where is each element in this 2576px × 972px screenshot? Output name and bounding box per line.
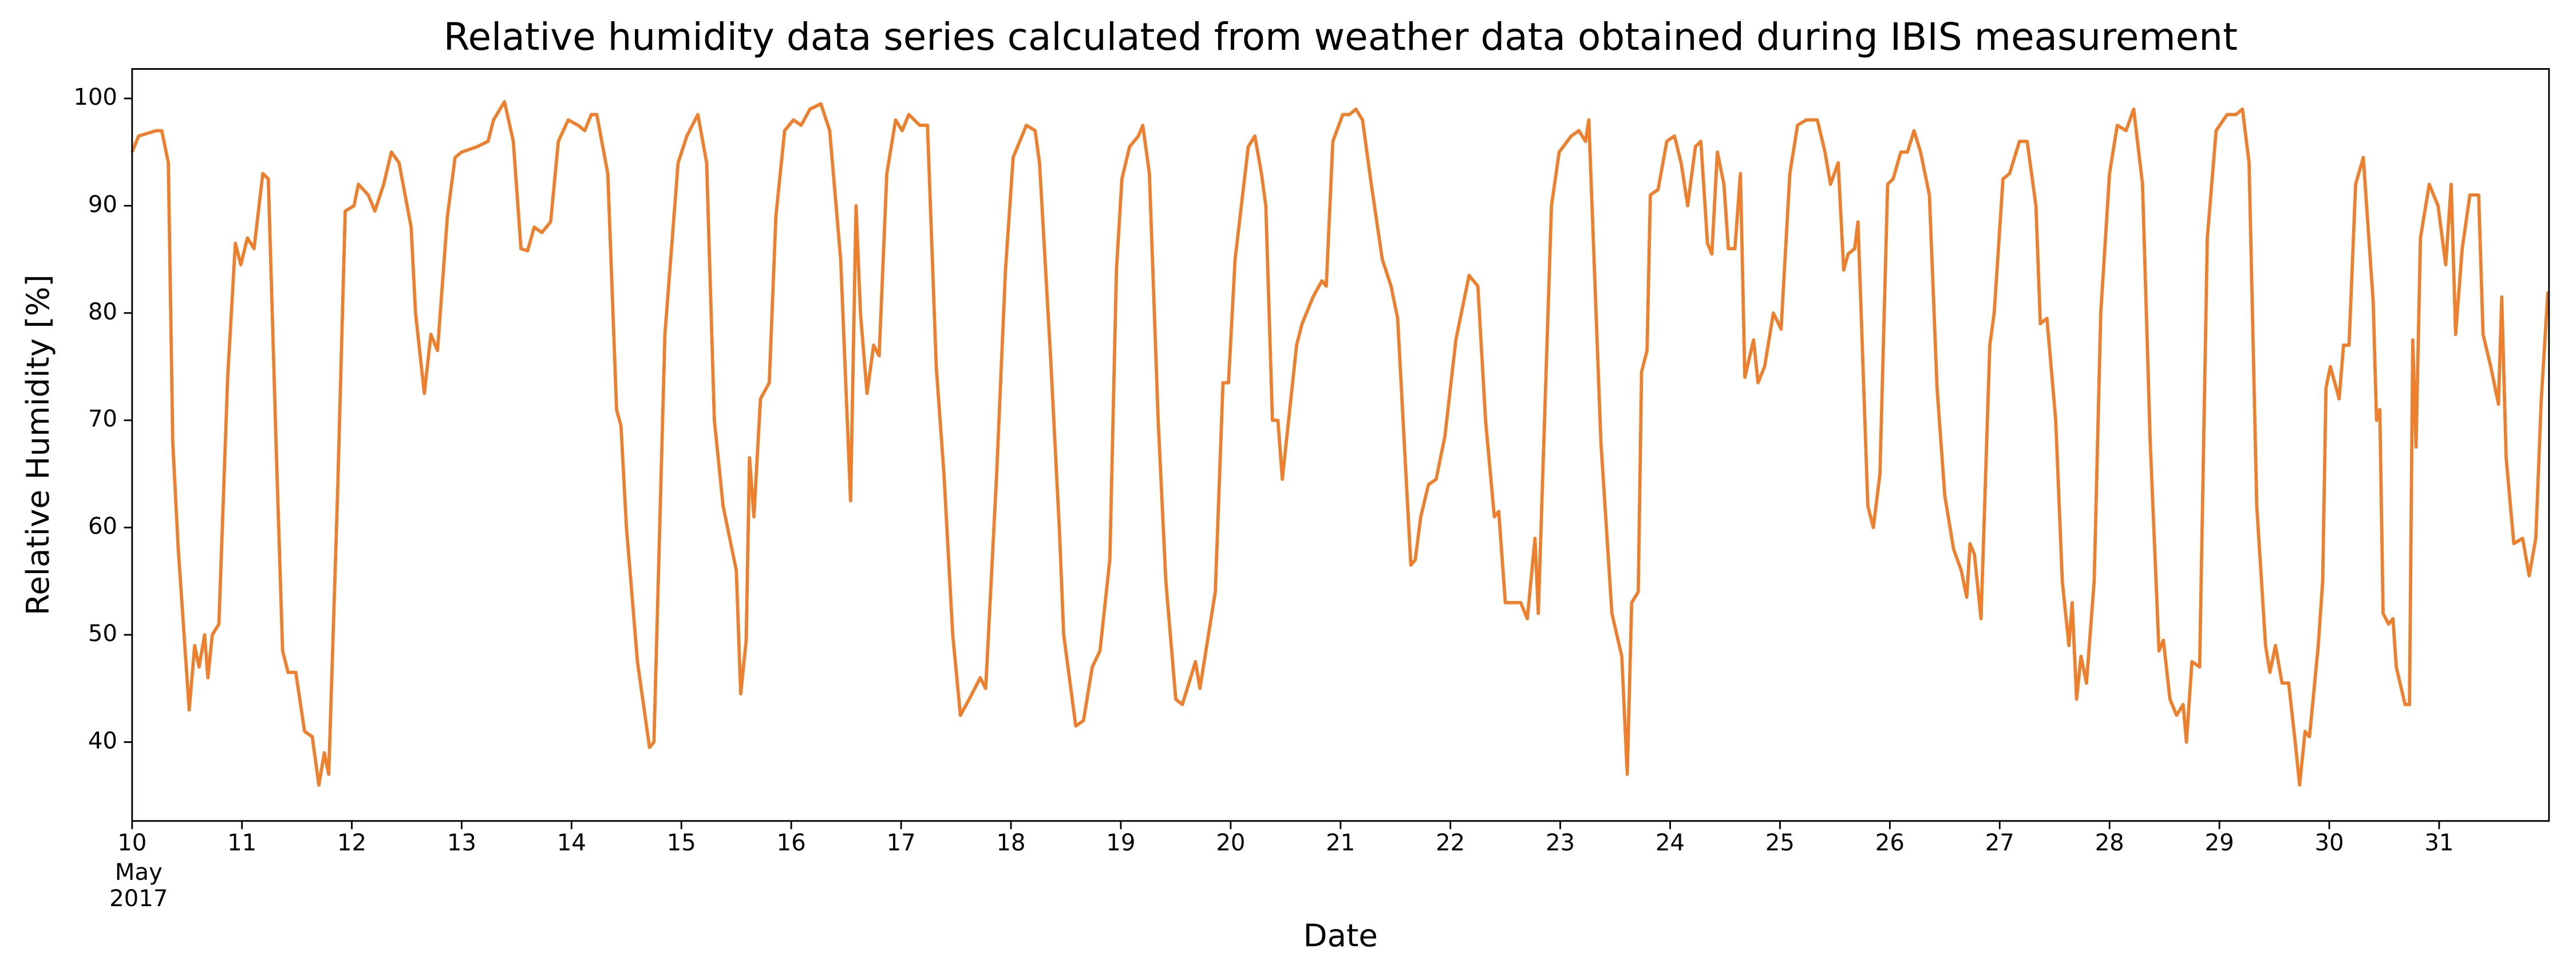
y-tick-label: 40 (88, 728, 117, 754)
x-tick-label: 20 (1216, 829, 1245, 856)
x-tick-label: 30 (2314, 829, 2344, 856)
x-tick-label: 31 (2424, 829, 2453, 856)
x-tick-label: 25 (1765, 829, 1795, 856)
x-tick-label: 10 (117, 829, 147, 856)
x-tick-label: 13 (447, 829, 476, 856)
y-axis-title: Relative Humidity [%] (19, 274, 56, 615)
x-tick-label: 16 (777, 829, 806, 856)
x-tick-label: 28 (2095, 829, 2124, 856)
y-tick-label: 60 (88, 513, 117, 540)
chart-title: Relative humidity data series calculated… (444, 15, 2238, 59)
y-tick-label: 100 (73, 84, 117, 110)
x-tick-label: 18 (997, 829, 1026, 856)
x-axis-title: Date (1303, 917, 1378, 954)
x-tick-sublabel: May (115, 859, 163, 886)
x-tick-label: 15 (667, 829, 696, 856)
x-tick-label: 17 (887, 829, 916, 856)
x-tick-label: 12 (337, 829, 366, 856)
y-tick-label: 50 (88, 621, 117, 647)
x-tick-label: 24 (1656, 829, 1685, 856)
x-tick-label: 11 (227, 829, 256, 856)
x-tick-label: 23 (1546, 829, 1575, 856)
x-tick-label: 21 (1326, 829, 1355, 856)
x-tick-label: 19 (1106, 829, 1135, 856)
y-tick-label: 90 (88, 191, 117, 218)
x-tick-label: 27 (1985, 829, 2014, 856)
plot-frame (131, 68, 2550, 822)
x-tick-label: 22 (1436, 829, 1465, 856)
x-tick-label: 29 (2205, 829, 2234, 856)
data-line (131, 100, 2550, 787)
y-tick-label: 70 (88, 406, 117, 432)
x-tick-label: 14 (557, 829, 586, 856)
x-tick-sublabel: 2017 (109, 886, 168, 912)
x-tick-label: 26 (1875, 829, 1905, 856)
y-tick-label: 80 (88, 299, 117, 325)
